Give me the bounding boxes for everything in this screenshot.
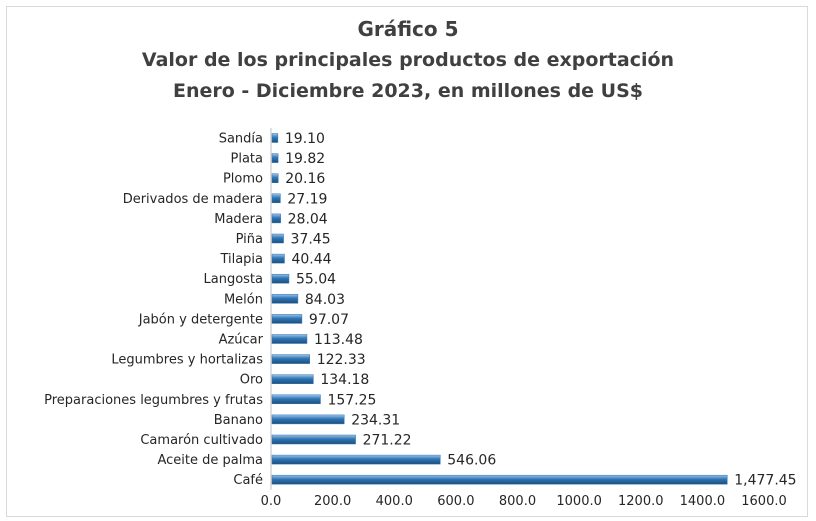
bar [271,153,279,163]
data-label: 157.25 [327,392,376,408]
chart-title: Gráfico 5 [357,17,459,41]
category-label: Plata [231,152,263,167]
data-label: 28.04 [288,211,328,227]
bar [271,253,285,264]
data-label: 40.44 [291,252,331,268]
bar [271,294,299,304]
data-label: 234.31 [351,412,400,428]
bar [271,334,308,344]
chart-title-block: Gráfico 5 Valor de los principales produ… [0,14,816,107]
data-label: 113.48 [314,332,363,348]
bar [271,354,310,364]
bar [271,374,314,384]
data-label: 134.18 [320,372,369,388]
bar [271,233,284,244]
x-tick-label: 1400.0 [680,494,726,509]
bar [271,434,356,445]
category-label: Azúcar [219,333,264,348]
chart-frame [6,6,808,517]
bar [271,454,441,465]
x-tick-label: 1000.0 [556,494,602,509]
data-label: 27.19 [287,191,327,207]
category-label: Melón [224,292,263,307]
category-label: Café [233,473,263,488]
data-label: 97.07 [309,312,349,328]
category-label: Tilapia [219,252,263,267]
bar [271,314,303,324]
category-label: Madera [214,212,263,227]
bar [271,193,281,204]
bar [271,133,279,143]
category-label: Banano [214,413,263,428]
category-label: Plomo [223,172,263,187]
data-label: 20.16 [285,171,325,187]
category-label: Oro [240,373,263,388]
category-label: Preparaciones legumbres y frutas [44,393,263,408]
x-tick-label: 600.0 [437,494,474,509]
x-tick-label: 400.0 [376,494,413,509]
data-label: 84.03 [305,292,345,308]
data-label: 1,477.45 [734,473,796,489]
bar [271,273,290,284]
x-tick-labels-group: 0.0 200.0 400.0 600.0 800.0 1000.0 1200.0 1400.… [261,494,787,509]
category-label: Sandía [219,132,263,147]
x-tick-label: 800.0 [499,494,536,509]
data-label: 122.33 [317,352,366,368]
data-label: 271.22 [363,433,412,449]
category-label: Camarón cultivado [140,433,263,448]
data-label: 19.10 [285,131,325,147]
data-labels-group: 19.10 19.82 20.16 27.19 28.04 37.45 40.44 55.04… [285,131,797,489]
data-label: 546.06 [447,453,496,469]
category-labels-group: Sandía Plata Plomo Derivados de madera Mader… [44,132,264,489]
chart-subtitle-line2: Enero - Diciembre 2023, en millones de U… [172,80,644,102]
bar [271,394,321,405]
category-label: Derivados de madera [123,192,263,207]
bar [271,474,728,485]
bars-group [271,133,728,485]
data-label: 55.04 [296,272,336,288]
bar [271,213,281,224]
x-tick-label: 0.0 [261,494,282,509]
data-label: 37.45 [291,232,331,248]
bar [271,173,279,183]
category-label: Piña [236,232,263,247]
x-tick-label: 1600.0 [741,494,787,509]
data-label: 19.82 [285,151,325,167]
category-label: Aceite de palma [158,453,264,468]
chart-subtitle-line1: Valor de los principales productos de ex… [141,49,675,71]
category-label: Jabón y detergente [138,312,263,327]
category-label: Legumbres y hortalizas [111,353,263,368]
bar [271,414,345,425]
x-tick-label: 1200.0 [618,494,664,509]
x-tick-label: 200.0 [314,494,351,509]
category-label: Langosta [204,272,264,287]
